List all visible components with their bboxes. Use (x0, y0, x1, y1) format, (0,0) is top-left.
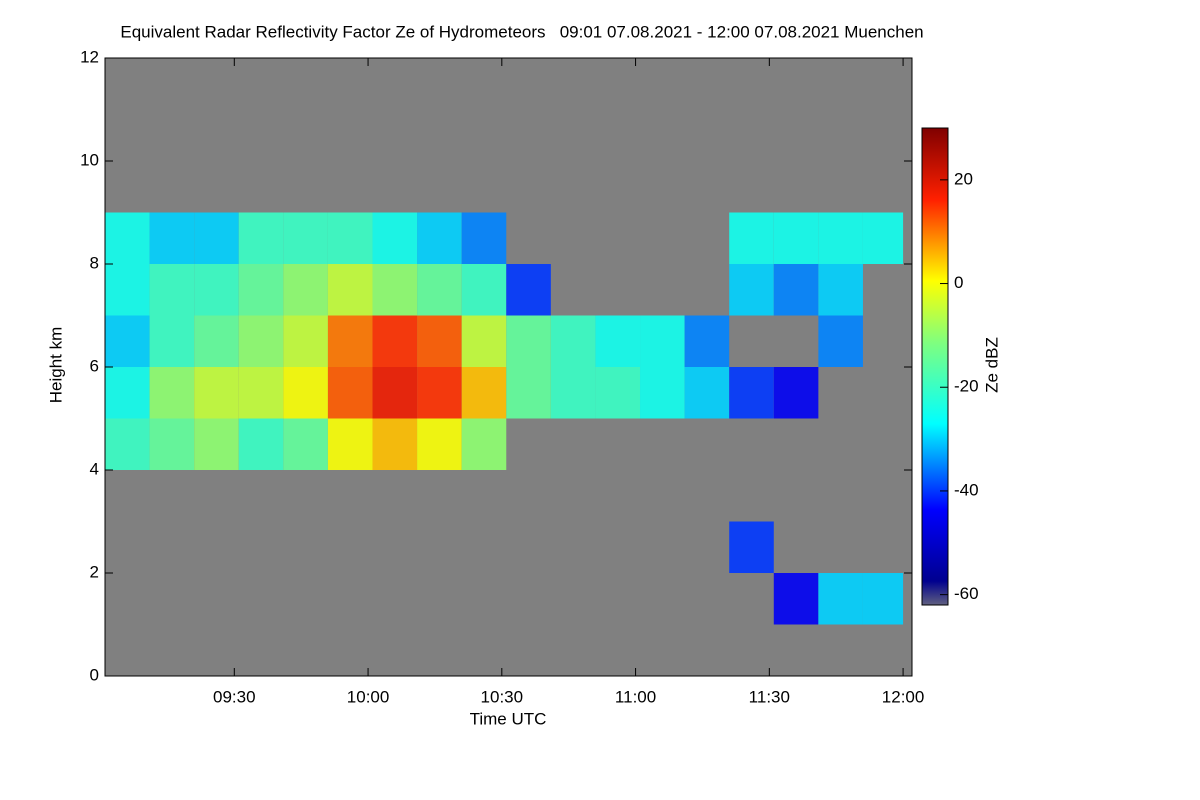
heatmap-cell (194, 418, 239, 470)
heatmap-cell (238, 418, 284, 470)
heatmap-cell (194, 264, 239, 316)
heatmap-cell (105, 212, 150, 264)
heatmap-cell (105, 315, 150, 367)
heatmap-cell (506, 367, 551, 419)
heatmap-cell (506, 315, 551, 367)
heatmap-cell (818, 315, 863, 367)
colorbar-tick-label: 0 (954, 273, 963, 292)
heatmap-cell (862, 573, 904, 625)
heatmap-cell (773, 367, 819, 419)
x-axis-label: Time UTC (470, 709, 547, 728)
heatmap-cell (818, 212, 863, 264)
y-tick-label: 6 (90, 356, 99, 375)
heatmap-cell (640, 367, 685, 419)
heatmap-cell (283, 264, 328, 316)
x-tick-label: 11:00 (615, 687, 656, 706)
heatmap-cell (149, 315, 195, 367)
heatmap-cell (372, 367, 418, 419)
heatmap-cell (149, 367, 195, 419)
heatmap-cell (417, 264, 462, 316)
x-tick-label: 11:30 (749, 687, 790, 706)
heatmap-cell (327, 367, 373, 419)
heatmap-cell (327, 264, 373, 316)
heatmap-cell (238, 367, 284, 419)
heatmap-cell (283, 367, 328, 419)
heatmap-cell (417, 367, 462, 419)
heatmap-cell (372, 418, 418, 470)
heatmap-cell (773, 212, 819, 264)
heatmap-cell (105, 367, 150, 419)
heatmap-cell (238, 315, 284, 367)
heatmap-cell (417, 212, 462, 264)
heatmap-cell (283, 418, 328, 470)
heatmap-cell (729, 264, 774, 316)
heatmap-cell (640, 315, 685, 367)
heatmap-cell (550, 315, 596, 367)
heatmap-cell (684, 367, 730, 419)
colorbar-tick-label: -60 (954, 584, 979, 603)
chart-title: Equivalent Radar Reflectivity Factor Ze … (120, 22, 923, 41)
heatmap-cell (461, 264, 507, 316)
heatmap-cell (506, 264, 551, 316)
heatmap-cell (149, 418, 195, 470)
heatmap-cell (461, 418, 507, 470)
heatmap-cell (372, 315, 418, 367)
heatmap-cell (773, 573, 819, 625)
heatmap-cell (729, 367, 774, 419)
y-axis-label: Height km (46, 327, 65, 404)
heatmap-cell (283, 315, 328, 367)
y-tick-label: 2 (90, 562, 99, 581)
colorbar-tick-label: 20 (954, 169, 973, 188)
heatmap-cell (283, 212, 328, 264)
heatmap-cell (327, 315, 373, 367)
heatmap-cell (105, 264, 150, 316)
y-tick-label: 8 (90, 253, 99, 272)
colorbar-tick-label: -20 (954, 377, 979, 396)
heatmap-cell (417, 418, 462, 470)
x-tick-label: 10:30 (481, 687, 524, 706)
heatmap-cell (238, 264, 284, 316)
heatmap-cell (729, 521, 774, 573)
heatmap-cell (327, 212, 373, 264)
heatmap-cell (595, 315, 641, 367)
y-tick-label: 10 (80, 150, 99, 169)
heatmap-cell (105, 418, 150, 470)
heatmap-cell (194, 212, 239, 264)
colorbar (921, 127, 949, 606)
heatmap-cell (194, 367, 239, 419)
heatmap-cell (238, 212, 284, 264)
heatmap-cell (461, 212, 507, 264)
colorbar-tick-label: -40 (954, 480, 979, 499)
colorbar-label: Ze dBZ (982, 337, 1001, 393)
heatmap-cell (372, 264, 418, 316)
heatmap-cell (149, 212, 195, 264)
y-tick-label: 12 (80, 47, 99, 66)
heatmap-cell (461, 315, 507, 367)
x-tick-label: 09:30 (213, 687, 256, 706)
x-tick-label: 10:00 (347, 687, 390, 706)
heatmap-cell (818, 264, 863, 316)
heatmap-cell (372, 212, 418, 264)
heatmap-cell (729, 212, 774, 264)
heatmap-cell (550, 367, 596, 419)
y-tick-label: 0 (90, 665, 99, 684)
heatmap-cell (818, 573, 863, 625)
heatmap-cell (595, 367, 641, 419)
heatmap-cell (417, 315, 462, 367)
heatmap-cell (194, 315, 239, 367)
heatmap-cell (773, 264, 819, 316)
heatmap-cell (327, 418, 373, 470)
heatmap-cell (149, 264, 195, 316)
heatmap-cell (862, 212, 904, 264)
heatmap-cell (684, 315, 730, 367)
heatmap-cell (461, 367, 507, 419)
y-tick-label: 4 (90, 459, 99, 478)
x-tick-label: 12:00 (882, 687, 925, 706)
